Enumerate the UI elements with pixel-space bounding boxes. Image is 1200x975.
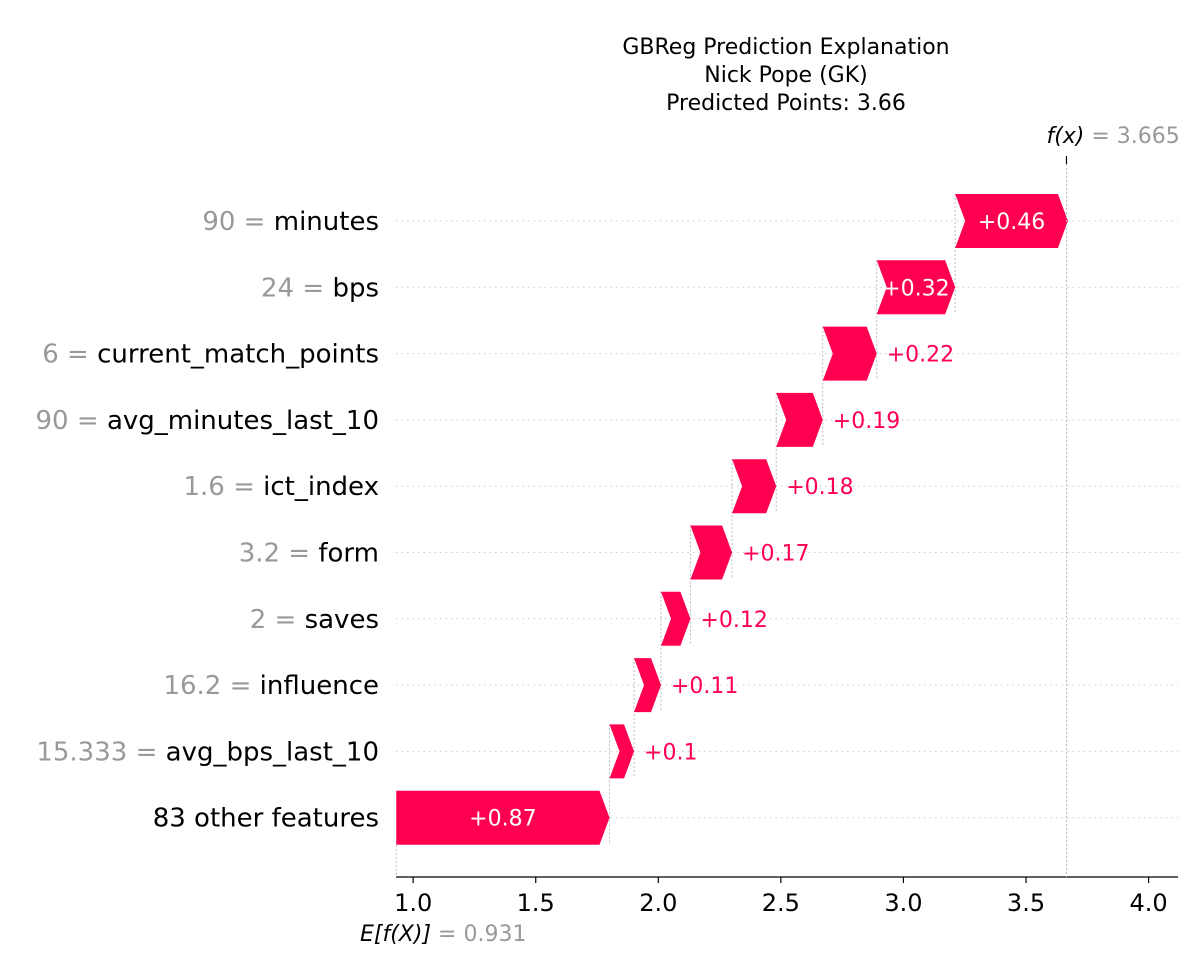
feature-label: 15.333 = avg_bps_last_10 bbox=[36, 737, 379, 767]
bar-bps bbox=[876, 260, 956, 315]
bar-value-label: +0.1 bbox=[644, 740, 697, 765]
feature-label: 90 = minutes bbox=[202, 207, 379, 237]
feature-value: 3.2 bbox=[239, 539, 280, 569]
base-value-marker: E[f(X)] = 0.931 bbox=[360, 844, 526, 947]
feature-name: form bbox=[318, 539, 379, 569]
row-gridlines bbox=[396, 220, 1178, 819]
feature-value: 16.2 bbox=[163, 671, 221, 701]
connector-lines bbox=[609, 194, 956, 845]
feature-name: influence bbox=[260, 671, 379, 701]
x-tick-label: 1.0 bbox=[394, 889, 432, 917]
contribution-bars: +0.46 +0.32 +0.22 +0.19 +0.18 +0.17 +0.12 +0.11… bbox=[396, 194, 1068, 845]
feature-name: 83 other features bbox=[153, 804, 379, 834]
bar-ict-index bbox=[732, 459, 777, 514]
x-tick-label: 1.5 bbox=[517, 889, 555, 917]
feature-label: 16.2 = influence bbox=[163, 671, 379, 701]
x-tick-label: 4.0 bbox=[1129, 889, 1167, 917]
bar-value-label: +0.46 bbox=[978, 210, 1045, 235]
bar-83-other-features bbox=[396, 790, 610, 845]
feature-name: avg_minutes_last_10 bbox=[107, 406, 379, 436]
bar-value-label: +0.18 bbox=[786, 475, 853, 500]
feature-name: saves bbox=[305, 605, 379, 635]
title-line-3: Predicted Points: 3.66 bbox=[666, 91, 906, 116]
bar-value-label: +0.19 bbox=[833, 409, 900, 434]
bar-value-label: +0.32 bbox=[882, 276, 949, 301]
bar-value-label: +0.22 bbox=[887, 343, 954, 368]
bar-minutes bbox=[955, 194, 1068, 248]
output-value-label: f(x) = 3.665 bbox=[1046, 124, 1179, 149]
output-value-marker: f(x) = 3.665 bbox=[1046, 124, 1180, 877]
feature-label: 2 = saves bbox=[250, 605, 379, 635]
bar-form bbox=[690, 525, 733, 580]
x-tick-label: 2.0 bbox=[639, 889, 677, 917]
x-tick-label: 3.5 bbox=[1007, 889, 1045, 917]
feature-labels: 90 = minutes 24 = bps 6 = current_match_po… bbox=[36, 207, 379, 834]
feature-value: 2 bbox=[250, 605, 267, 635]
feature-name: ict_index bbox=[263, 472, 379, 502]
bar-value-label: +0.11 bbox=[671, 674, 738, 699]
title-line-2: Nick Pope (GK) bbox=[704, 63, 867, 88]
x-tick-label: 3.0 bbox=[884, 889, 922, 917]
feature-value: 90 bbox=[202, 207, 235, 237]
feature-name: minutes bbox=[274, 207, 379, 237]
bar-current-match-points bbox=[822, 326, 877, 381]
feature-label: 6 = current_match_points bbox=[42, 340, 379, 370]
bar-avg-bps-last-10 bbox=[609, 724, 635, 779]
base-value-label: E[f(X)] = 0.931 bbox=[360, 922, 526, 947]
feature-label: 3.2 = form bbox=[239, 539, 379, 569]
x-axis: 1.0 1.5 2.0 2.5 3.0 3.5 4.0 bbox=[394, 876, 1178, 917]
x-tick-label: 2.5 bbox=[762, 889, 800, 917]
feature-label: 90 = avg_minutes_last_10 bbox=[36, 406, 379, 436]
bar-saves bbox=[660, 591, 691, 646]
feature-name: avg_bps_last_10 bbox=[166, 737, 379, 767]
feature-value: 6 bbox=[42, 340, 59, 370]
feature-label: 24 = bps bbox=[261, 273, 379, 303]
feature-value: 1.6 bbox=[183, 472, 224, 502]
bar-value-label: +0.12 bbox=[700, 608, 767, 633]
feature-value: 24 bbox=[261, 273, 294, 303]
title-line-1: GBReg Prediction Explanation bbox=[622, 35, 949, 60]
bar-avg-minutes-last-10 bbox=[776, 392, 823, 447]
bar-value-label: +0.17 bbox=[742, 542, 809, 567]
chart-title: GBReg Prediction Explanation Nick Pope (G… bbox=[622, 35, 949, 116]
feature-value: 90 bbox=[36, 406, 69, 436]
feature-name: bps bbox=[332, 273, 379, 303]
bar-influence bbox=[634, 658, 661, 713]
feature-label: 1.6 = ict_index bbox=[183, 472, 379, 502]
feature-value: 15.333 bbox=[36, 737, 127, 767]
feature-name: current_match_points bbox=[97, 340, 379, 370]
bar-value-label: +0.87 bbox=[469, 807, 536, 832]
feature-label: 83 other features bbox=[153, 804, 379, 834]
